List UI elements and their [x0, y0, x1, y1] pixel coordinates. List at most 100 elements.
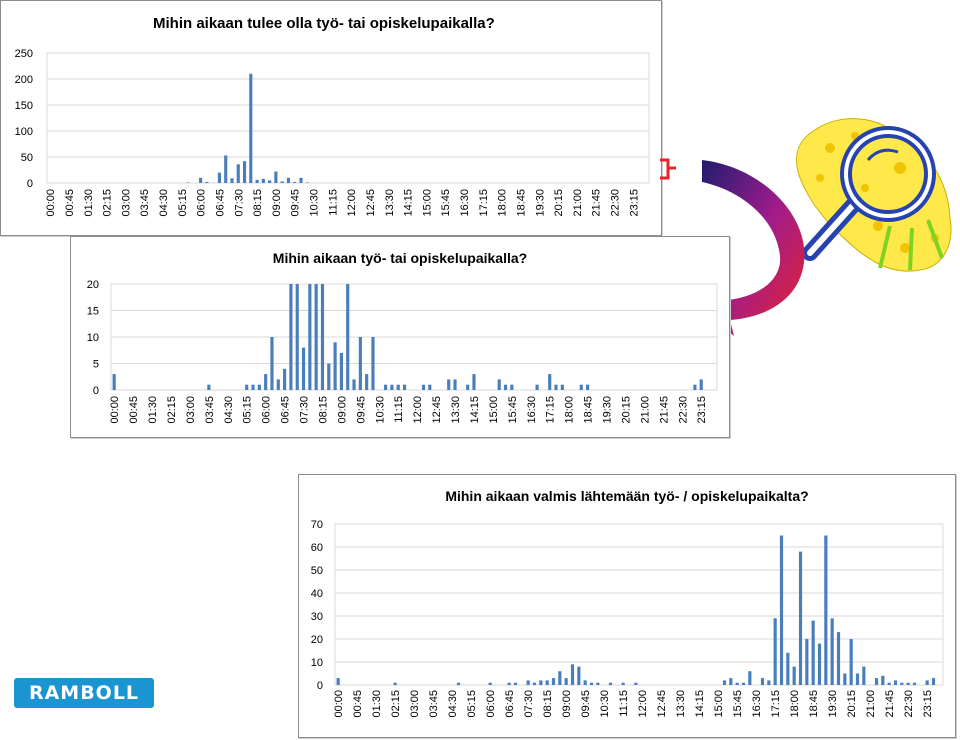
x-tick-label: 21:45 [658, 396, 670, 424]
x-tick-label: 04:30 [447, 690, 459, 718]
y-tick-label: 50 [311, 565, 323, 577]
x-tick-label: 14:15 [403, 189, 415, 217]
bar [741, 682, 746, 685]
bar [621, 682, 625, 685]
bar [207, 384, 211, 390]
bar [466, 384, 470, 390]
x-tick-label: 00:45 [128, 396, 140, 424]
x-tick-label: 09:00 [336, 396, 348, 424]
bar [280, 181, 284, 183]
x-tick-label: 09:00 [271, 189, 283, 217]
bar [299, 177, 303, 183]
x-tick-label: 06:00 [196, 189, 208, 217]
bar [242, 161, 247, 183]
x-tick-label: 18:00 [497, 189, 509, 217]
x-tick-label: 12:00 [637, 690, 649, 718]
bar [577, 666, 581, 685]
x-tick-label: 07:30 [523, 690, 535, 718]
bar [887, 682, 891, 685]
bar [722, 680, 727, 685]
x-tick-label: 03:00 [185, 396, 197, 424]
ramboll-logo: RAMBOLL [14, 678, 154, 708]
bar [507, 682, 511, 685]
y-tick-label: 15 [87, 306, 99, 318]
x-tick-label: 06:45 [214, 189, 226, 217]
bar [526, 680, 530, 685]
bar [779, 535, 784, 685]
x-tick-label: 10:30 [599, 690, 611, 718]
x-tick-label: 22:30 [677, 396, 689, 424]
bar [862, 666, 866, 685]
bar [931, 678, 936, 685]
x-tick-label: 15:00 [713, 690, 725, 718]
chart-arrival-time: 0 50 100 150 200 250 00:00 00:45 01:30 02:15 03:00… [0, 0, 662, 236]
bar [560, 384, 564, 390]
x-tick-label: 17:15 [545, 396, 557, 424]
x-tick-label: 15:45 [507, 396, 519, 424]
bar [217, 172, 222, 183]
x-tick-label: 17:15 [770, 690, 782, 718]
bar [545, 680, 549, 685]
y-tick-label: 20 [311, 634, 323, 646]
y-tick-label: 250 [15, 48, 33, 60]
bar [893, 680, 898, 685]
bar [843, 673, 847, 685]
x-tick-label: 21:45 [591, 189, 603, 217]
x-tick-label: 15:00 [421, 189, 433, 217]
bar [786, 652, 790, 685]
bar [535, 384, 539, 390]
bar [295, 284, 299, 390]
x-tick-label: 18:00 [789, 690, 801, 718]
x-tick-label: 13:30 [384, 189, 396, 217]
bar [276, 379, 280, 390]
bar [257, 384, 261, 390]
bar [346, 284, 350, 390]
x-tick-label: 19:30 [602, 396, 614, 424]
x-tick-label: 09:00 [561, 690, 573, 718]
x-tick-label: 10:30 [309, 189, 321, 217]
x-tick-label: 03:45 [204, 396, 216, 424]
x-tick-label: 11:15 [327, 189, 339, 216]
bar [760, 678, 765, 685]
magnifier-clipart [650, 108, 960, 340]
bar [447, 379, 451, 390]
x-tick-label: 21:00 [639, 396, 651, 424]
x-tick-label: 16:30 [459, 189, 471, 217]
bar [510, 384, 514, 390]
bar [205, 181, 209, 183]
x-tick-label: 12:00 [346, 189, 358, 217]
bar [570, 664, 575, 685]
x-tick-label: 21:45 [884, 690, 896, 718]
bar [224, 155, 228, 183]
bar [305, 182, 309, 183]
bar [554, 384, 558, 390]
x-tick-label: 09:45 [290, 189, 302, 217]
bar [900, 682, 904, 685]
bar [586, 384, 590, 390]
x-tick-label: 12:45 [431, 396, 443, 424]
bar [558, 671, 562, 685]
bar [365, 374, 369, 390]
x-tick-label: 23:15 [922, 690, 934, 718]
presence-time-bar-chart: 0 5 10 15 20 00:00 00:45 01:30 02:15 03:00 03:45 04… [87, 279, 718, 424]
x-tick-label: 23:15 [696, 396, 708, 424]
y-tick-label: 200 [15, 74, 33, 86]
arrival-time-bar-chart: 0 50 100 150 200 250 00:00 00:45 01:30 02:15 03:00… [15, 48, 650, 217]
bar [836, 632, 841, 685]
departure-time-bar-chart: 0 10 20 30 40 50 60 70 00:00 00:45 01:30 02:15 03:00… [311, 519, 944, 718]
x-tick-label: 21:00 [572, 189, 584, 217]
bar [314, 284, 318, 390]
y-tick-label: 0 [93, 385, 99, 397]
bar [255, 179, 259, 183]
bar [333, 342, 337, 390]
bar [352, 379, 356, 390]
x-tick-label: 00:00 [333, 690, 345, 718]
x-tick-label: 02:15 [166, 396, 178, 424]
bar [261, 178, 265, 183]
x-tick-label: 00:00 [109, 396, 121, 424]
y-tick-label: 150 [15, 100, 33, 112]
bar [589, 682, 594, 685]
bar [748, 671, 752, 685]
y-tick-label: 20 [87, 279, 99, 291]
bar [596, 682, 600, 685]
